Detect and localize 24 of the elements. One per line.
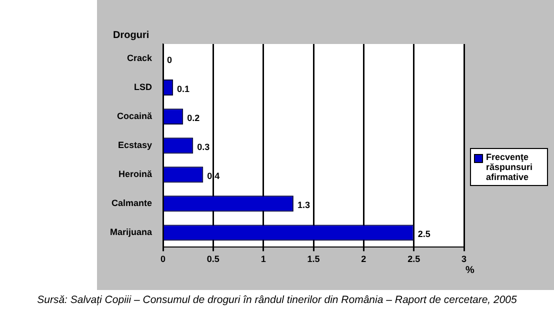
x-tick-label: 1.5 — [307, 254, 320, 264]
data-label: 2.5 — [418, 229, 430, 240]
y-tick-label: LSD — [134, 82, 153, 92]
x-tick-label: 3 — [461, 254, 467, 264]
x-tick-label: 1 — [260, 254, 266, 264]
text: Sursă: Salvați Copiii – Consumul de droguri în rândul tinerilor din România – Raport de cercetare, 2005 — [36, 294, 518, 306]
x-tick-label: 2.5 — [408, 254, 420, 264]
data-label: 0 — [167, 55, 172, 65]
y-tick-label: Calmante — [111, 198, 152, 208]
y-tick-label: Marijuana — [110, 227, 153, 238]
x-tick-label: 2 — [361, 254, 366, 264]
y-tick-label: Crack — [126, 53, 153, 63]
y-axis-title: Droguri — [113, 30, 150, 41]
x-tick-label: 0.5 — [206, 254, 220, 264]
y-tick-label: Ecstasy — [118, 140, 152, 150]
data-label: 0.2 — [187, 113, 200, 124]
y-tick-label: Heroină — [118, 169, 153, 180]
data-label: 0.1 — [177, 84, 190, 94]
x-axis-title: % — [466, 264, 475, 276]
data-label: 0.3 — [197, 142, 210, 152]
y-tick-label: Cocaină — [116, 111, 153, 122]
data-label: 1.3 — [297, 200, 310, 210]
x-tick-label: 0 — [160, 254, 166, 264]
legend-label: Frecvenţe răspunsuri afirmative — [486, 152, 534, 182]
